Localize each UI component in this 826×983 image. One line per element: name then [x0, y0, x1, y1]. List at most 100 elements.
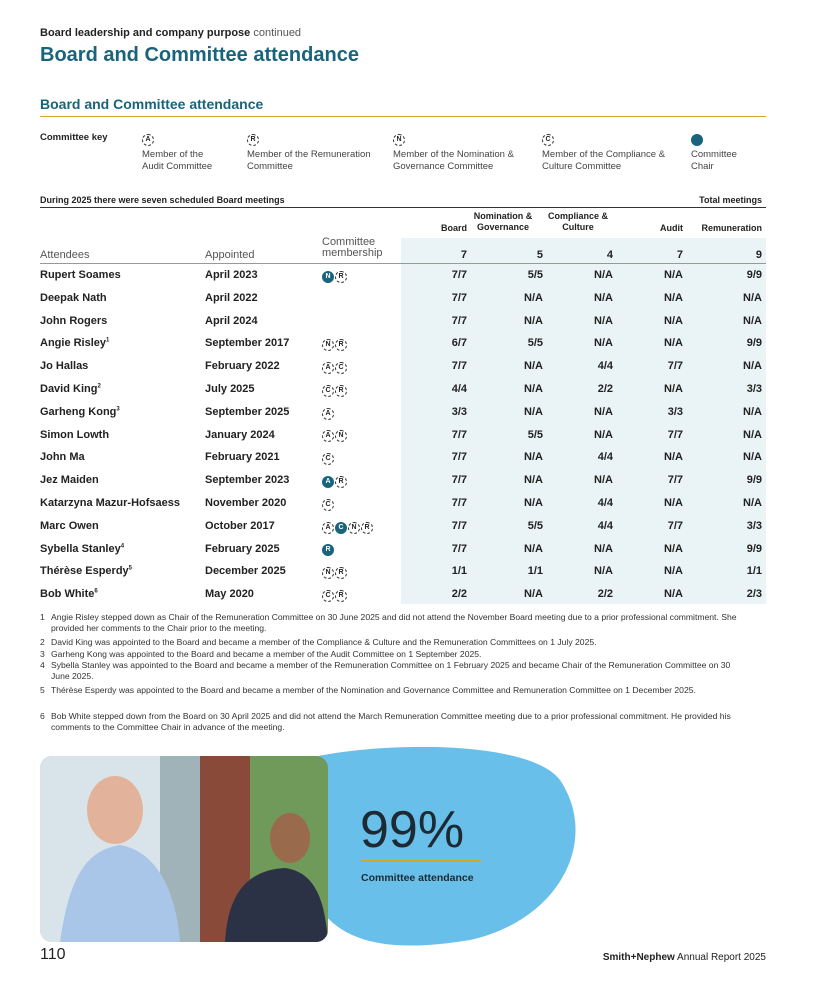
footnote-text: Thérèse Esperdy was appointed to the Boa…	[51, 685, 696, 695]
attendance: 2/2	[451, 588, 467, 601]
key-text: Committee Chair	[691, 149, 737, 172]
name: Jo Hallas	[40, 360, 89, 373]
membership: C	[322, 496, 335, 514]
total-label: Total meetings	[699, 195, 762, 205]
stat-value: 99%	[360, 801, 465, 859]
footnote: 6 Bob White stepped down from the Board o…	[40, 711, 740, 733]
name: David King	[40, 383, 98, 395]
attendee: Simon Lowth	[40, 429, 109, 441]
attendance: N/A	[594, 269, 613, 281]
shade	[401, 238, 766, 604]
total: 7	[460, 249, 467, 261]
appointed: July 2025	[205, 383, 255, 395]
total: 7	[676, 249, 683, 261]
attendance: N/A	[743, 291, 762, 304]
attendee: Deepak Nath	[40, 292, 107, 304]
footnote-text: David King was appointed to the Board an…	[51, 637, 597, 647]
page-title: Board and Committee attendance	[40, 44, 359, 66]
page-number: 110	[40, 946, 66, 963]
attendance: 3/3	[451, 405, 467, 418]
footnote-text: Sybella Stanley was appointed to the Boa…	[51, 660, 731, 681]
badge: A	[322, 475, 334, 488]
footnote-text: Bob White stepped down from the Board on…	[51, 711, 731, 732]
attendee: Marc Owen	[40, 520, 99, 532]
badge: N	[348, 521, 360, 534]
attendance: 1/1	[746, 565, 762, 578]
attendance: 7/7	[451, 474, 467, 487]
footnote-number: 1	[40, 612, 45, 622]
attendance: 7/7	[667, 474, 683, 487]
attendance: N/A	[664, 588, 683, 601]
attendance: 7/7	[667, 360, 683, 373]
attendance: 7/7	[451, 451, 467, 464]
footnote: 5 Thérèse Esperdy was appointed to the Bo…	[40, 685, 740, 696]
column-header: Appointed	[205, 249, 255, 261]
badge: R	[335, 589, 347, 602]
attendance: 2/2	[597, 588, 613, 601]
attendance: N/A	[524, 588, 543, 601]
key-symbol: C	[542, 134, 554, 146]
attendance: 3/3	[746, 383, 762, 395]
attendance: N/A	[664, 269, 683, 281]
attendance: N/A	[664, 451, 683, 464]
attendance: N/A	[743, 428, 762, 441]
appointed: February 2022	[205, 360, 280, 373]
footnote-ref: 5	[128, 565, 132, 572]
column-header: Board	[440, 223, 467, 233]
badge: A	[322, 361, 334, 374]
attendance: N/A	[664, 314, 683, 327]
footnote: 4 Sybella Stanley was appointed to the Bo…	[40, 660, 740, 682]
attendance: 7/7	[667, 519, 683, 532]
attendance: 4/4	[451, 383, 467, 395]
appointed: April 2022	[205, 291, 258, 304]
attendance: N/A	[594, 405, 613, 418]
badge: N	[322, 567, 334, 580]
attendance: 7/7	[451, 360, 467, 373]
attendance: N/A	[743, 405, 762, 418]
badge: C	[335, 361, 347, 374]
appointed: April 2023	[205, 269, 258, 281]
footnote-number: 3	[40, 649, 45, 659]
attendee: John Ma	[40, 451, 85, 463]
attendance: N/A	[594, 428, 613, 441]
attendance: 1/1	[451, 565, 467, 578]
subtitle: Board and Committee attendance	[40, 96, 264, 112]
attendee: Garheng Kong3	[40, 406, 120, 418]
appointed: April 2024	[205, 314, 258, 327]
attendance: 7/7	[451, 542, 467, 555]
attendance: N/A	[524, 497, 543, 509]
attendance: 5/5	[527, 337, 543, 350]
badge: R	[335, 475, 347, 488]
rule	[40, 207, 766, 208]
name: Bob White	[40, 588, 95, 601]
key-label: Committee key	[40, 132, 108, 143]
rule	[40, 263, 766, 264]
footnote-ref: 2	[97, 383, 101, 390]
badge: R	[335, 339, 347, 352]
name: Deepak Nath	[40, 291, 107, 304]
attendance: N/A	[664, 383, 683, 395]
attendance: 5/5	[527, 428, 543, 441]
badge: R	[322, 544, 334, 557]
attendance: N/A	[743, 451, 762, 464]
attendance: N/A	[594, 565, 613, 578]
key-symbol: A	[142, 134, 154, 146]
attendee: Rupert Soames	[40, 269, 121, 281]
badge: C	[322, 589, 334, 602]
attendance: N/A	[524, 451, 543, 464]
column-header: Attendees	[40, 249, 90, 261]
attendance: N/A	[594, 542, 613, 555]
membership: A	[322, 405, 335, 423]
badge: A	[322, 521, 334, 534]
footnote-ref: 6	[94, 588, 98, 595]
column-header: Compliance & Culture	[547, 211, 608, 232]
table-intro: During 2025 there were seven scheduled B…	[40, 195, 285, 205]
attendee: Jez Maiden	[40, 474, 99, 486]
attendance: 9/9	[746, 542, 762, 555]
attendance: 5/5	[527, 269, 543, 281]
key-symbol: R	[247, 134, 259, 146]
